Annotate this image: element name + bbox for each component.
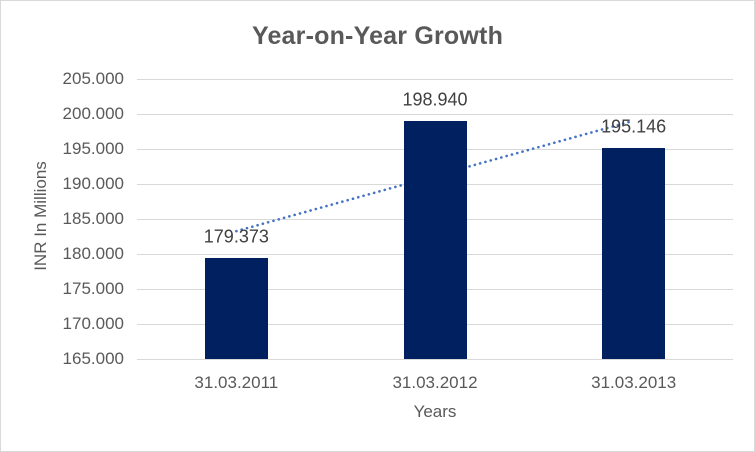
y-tick-label: 185.000 (62, 209, 124, 228)
y-tick-label: 205.000 (62, 69, 124, 88)
x-axis-title: Years (413, 402, 457, 421)
x-tick-label: 31.03.2012 (392, 373, 478, 392)
y-tick-label: 170.000 (62, 314, 124, 333)
x-tick-label: 31.03.2011 (194, 373, 279, 392)
chart-title: Year-on-Year Growth (251, 22, 504, 50)
y-tick-label: 180.000 (62, 244, 124, 263)
gridline (137, 79, 733, 80)
gridline (137, 114, 733, 115)
y-tick-label: 195.000 (62, 139, 124, 158)
x-tick-label: 31.03.2013 (591, 373, 677, 392)
bar-31.03.2011 (204, 258, 268, 359)
data-label: 179.373 (203, 226, 269, 247)
bar-31.03.2013 (602, 147, 666, 359)
plot-area: 179.373 198.940 195.146 (137, 79, 733, 360)
y-tick-label: 175.000 (62, 279, 124, 298)
data-label: 195.146 (601, 116, 667, 137)
y-tick-label: 165.000 (62, 349, 124, 368)
y-tick-label: 190.000 (62, 174, 124, 193)
x-axis-line (137, 359, 733, 360)
bar-31.03.2012 (403, 121, 467, 359)
y-tick-label: 200.000 (62, 104, 124, 123)
data-label: 198.940 (402, 89, 468, 110)
